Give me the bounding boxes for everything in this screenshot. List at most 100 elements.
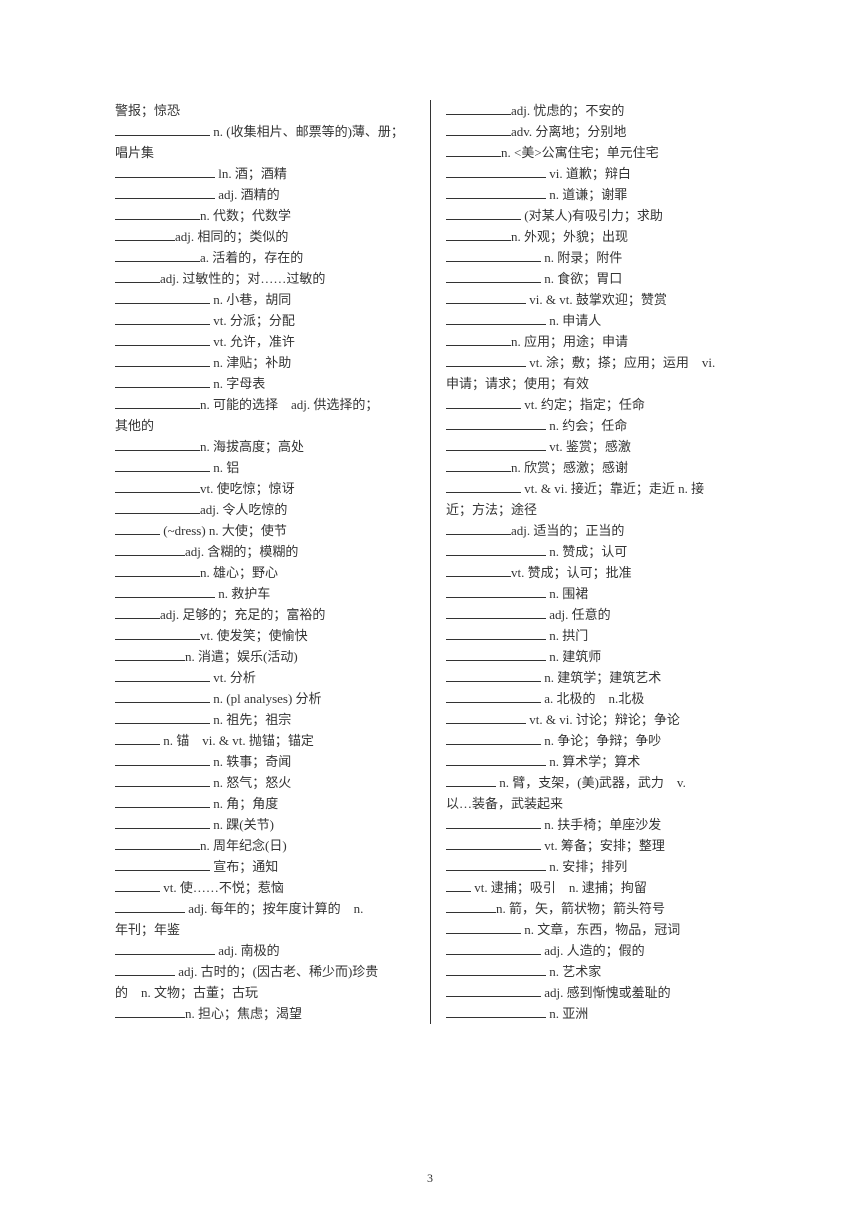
entry-text: adj. 适当的；正当的 <box>511 523 624 538</box>
blank-line <box>446 185 546 199</box>
blank-line <box>446 206 521 220</box>
entry-text: n. 约会；任命 <box>546 418 627 433</box>
entry-text: n. <美>公寓住宅；单元住宅 <box>501 145 659 160</box>
entry-text: n. 亚洲 <box>546 1006 588 1021</box>
vocab-entry: n. (收集相片、邮票等的)薄、册； <box>115 121 415 142</box>
entry-text: n. 申请人 <box>546 313 601 328</box>
vocab-entry: n. 海拔高度；高处 <box>115 436 415 457</box>
vocab-entry: vt. & vi. 讨论；辩论；争论 <box>446 709 745 730</box>
vocab-entry: n. 欣赏；感激；感谢 <box>446 457 745 478</box>
vocab-entry: vt. & vi. 接近；靠近；走近 n. 接 <box>446 478 745 499</box>
entry-text: (对某人)有吸引力；求助 <box>521 208 663 223</box>
entry-text: adj. 含糊的；模糊的 <box>185 544 298 559</box>
entry-text: n. 担心；焦虑；渴望 <box>185 1006 302 1021</box>
blank-line <box>115 395 200 409</box>
entry-text: 的 n. 文物；古董；古玩 <box>115 985 258 1000</box>
entry-text: vt. 使吃惊；惊讶 <box>200 481 295 496</box>
blank-line <box>446 605 546 619</box>
entry-text: 近；方法；途径 <box>446 502 537 517</box>
blank-line <box>446 1004 546 1018</box>
blank-line <box>115 353 210 367</box>
blank-line <box>115 227 175 241</box>
entry-text: adj. 过敏性的；对……过敏的 <box>160 271 325 286</box>
blank-line <box>446 689 541 703</box>
vocab-entry: a. 北极的 n.北极 <box>446 688 745 709</box>
entry-text: n. 食欲；胃口 <box>541 271 622 286</box>
entry-text: n. (收集相片、邮票等的)薄、册； <box>210 124 404 139</box>
entry-text: vt. & vi. 接近；靠近；走近 n. 接 <box>521 481 704 496</box>
vocab-entry: n. 建筑师 <box>446 646 745 667</box>
vocab-entry: n. 小巷，胡同 <box>115 289 415 310</box>
entry-text: n. 轶事；奇闻 <box>210 754 291 769</box>
vocab-entry: n. (pl analyses) 分析 <box>115 688 415 709</box>
blank-line <box>115 773 210 787</box>
blank-line <box>115 584 215 598</box>
entry-text: n. 救护车 <box>215 586 270 601</box>
entry-text: n. 臂，支架，(美)武器，武力 v. <box>496 775 686 790</box>
blank-line <box>446 710 526 724</box>
vocab-entry: n. 围裙 <box>446 583 745 604</box>
entry-text: n. 建筑师 <box>546 649 601 664</box>
blank-line <box>115 836 200 850</box>
blank-line <box>115 752 210 766</box>
blank-line <box>115 164 215 178</box>
entry-text: 其他的 <box>115 418 154 433</box>
entry-text: 宣布；通知 <box>210 859 278 874</box>
blank-line <box>446 269 541 283</box>
blank-line <box>115 563 200 577</box>
blank-line <box>115 689 210 703</box>
blank-line <box>446 962 546 976</box>
vocab-entry: adj. 南极的 <box>115 940 415 961</box>
entry-text: vt. 分析 <box>210 670 256 685</box>
vocab-entry: (~dress) n. 大使；使节 <box>115 520 415 541</box>
entry-text: n. 附录；附件 <box>541 250 622 265</box>
blank-line <box>446 920 521 934</box>
entry-text: n. 祖先；祖宗 <box>210 712 291 727</box>
vocab-entry: vt. 使吃惊；惊讶 <box>115 478 415 499</box>
vocab-entry: n. 建筑学；建筑艺术 <box>446 667 745 688</box>
vocab-entry: 以…装备，武装起来 <box>446 793 745 814</box>
vocab-entry: vt. 逮捕；吸引 n. 逮捕；拘留 <box>446 877 745 898</box>
vocab-entry: vt. 涂；敷；搽；应用；运用 vi. <box>446 352 745 373</box>
blank-line <box>446 332 511 346</box>
vocab-entry: vt. 允许，准许 <box>115 331 415 352</box>
entry-text: n. 雄心；野心 <box>200 565 278 580</box>
vocab-entry: 年刊；年鉴 <box>115 919 415 940</box>
left-column: 警报；惊恐 n. (收集相片、邮票等的)薄、册；唱片集 ln. 酒；酒精 adj… <box>115 100 430 1024</box>
blank-line <box>446 815 541 829</box>
blank-line <box>115 542 185 556</box>
vocab-entry: n. 文章，东西，物品，冠词 <box>446 919 745 940</box>
vocab-entry: 近；方法；途径 <box>446 499 745 520</box>
blank-line <box>115 458 210 472</box>
vocab-entry: n. 应用；用途；申请 <box>446 331 745 352</box>
vocab-entry: n. 臂，支架，(美)武器，武力 v. <box>446 772 745 793</box>
entry-text: n. 箭，矢，箭状物；箭头符号 <box>496 901 665 916</box>
entry-text: 申请；请求；使用；有效 <box>446 376 589 391</box>
vocab-entry: n. 踝(关节) <box>115 814 415 835</box>
vocab-entry: n. 怒气；怒火 <box>115 772 415 793</box>
blank-line <box>115 647 185 661</box>
entry-text: n. 消遣；娱乐(活动) <box>185 649 298 664</box>
blank-line <box>446 941 541 955</box>
entry-text: a. 北极的 n.北极 <box>541 691 644 706</box>
vocab-entry: adj. 含糊的；模糊的 <box>115 541 415 562</box>
entry-text: adj. 古时的；(因古老、稀少而)珍贵 <box>175 964 378 979</box>
vocab-entry: n. 周年纪念(日) <box>115 835 415 856</box>
entry-text: n. 铝 <box>210 460 239 475</box>
vocab-entry: n. 外观；外貌；出现 <box>446 226 745 247</box>
blank-line <box>446 122 511 136</box>
blank-line <box>446 101 511 115</box>
blank-line <box>446 584 546 598</box>
blank-line <box>115 899 185 913</box>
vocab-entry: ln. 酒；酒精 <box>115 163 415 184</box>
vocab-entry: vt. 使发笑；使愉快 <box>115 625 415 646</box>
entry-text: vt. 筹备；安排；整理 <box>541 838 665 853</box>
vocab-entry: 宣布；通知 <box>115 856 415 877</box>
blank-line <box>115 437 200 451</box>
entry-text: n. 角；角度 <box>210 796 278 811</box>
blank-line <box>446 647 546 661</box>
blank-line <box>446 395 521 409</box>
vocab-entry: n. 角；角度 <box>115 793 415 814</box>
vocab-entry: a. 活着的，存在的 <box>115 247 415 268</box>
entry-text: n. 艺术家 <box>546 964 601 979</box>
